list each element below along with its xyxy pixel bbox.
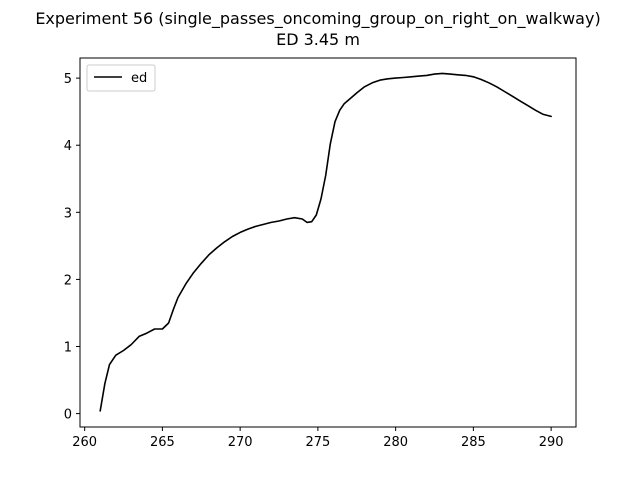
x-tick-label: 275: [305, 435, 330, 450]
legend-box: [86, 64, 156, 92]
x-tick-label: 270: [228, 435, 253, 450]
y-tick-label: 0: [64, 408, 72, 423]
y-tick-label: 3: [64, 206, 72, 221]
legend-label-ed: ed: [131, 71, 147, 86]
chart-title: Experiment 56 (single_passes_oncoming_gr…: [35, 9, 600, 29]
y-tick-label: 4: [64, 139, 72, 154]
x-tick-label: 260: [72, 435, 97, 450]
y-tick-label: 1: [64, 340, 72, 355]
plot-frame: [79, 57, 577, 428]
series-layer: [99, 72, 552, 412]
x-tick-label: 280: [383, 435, 408, 450]
y-tick-label: 5: [64, 72, 72, 87]
legend: ed: [86, 64, 156, 92]
x-tick-label: 290: [539, 435, 564, 450]
x-tick-label: 265: [150, 435, 175, 450]
chart-subtitle: ED 3.45 m: [276, 30, 360, 49]
y-tick-label: 2: [64, 273, 72, 288]
series-line-ed: [99, 72, 552, 412]
axis-ticks: 260 265 270 275 280 285 290 0 1 2 3 4 5: [64, 72, 564, 450]
x-tick-label: 285: [461, 435, 486, 450]
